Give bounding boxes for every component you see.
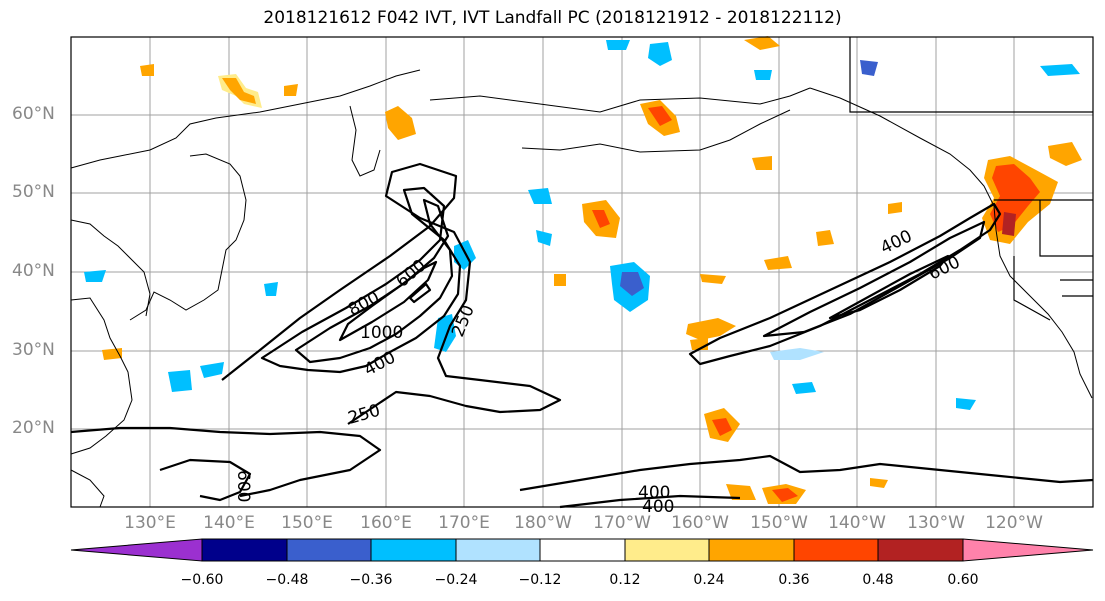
contour-label: 1000	[360, 323, 403, 343]
contour-label: 400	[361, 348, 399, 381]
colorbar-swatch	[793, 538, 879, 562]
colorbar-tick-label: −0.12	[518, 572, 562, 588]
longitude-label: 170°E	[438, 513, 490, 533]
contour-label: 600	[233, 470, 253, 502]
longitude-label: 140°W	[828, 513, 886, 533]
latitude-label: 30°N	[12, 340, 55, 360]
colorbar-swatch	[455, 538, 541, 562]
longitude-label: 120°W	[985, 513, 1043, 533]
contour-label: 400	[638, 483, 670, 503]
longitude-label: 150°W	[750, 513, 808, 533]
positive-anomaly-patches	[102, 36, 1082, 504]
colorbar-swatch	[70, 538, 203, 562]
colorbar-swatch	[877, 538, 964, 562]
map-frame	[70, 36, 1094, 508]
longitude-label: 140°E	[203, 513, 255, 533]
longitude-label: 150°E	[281, 513, 333, 533]
colorbar-swatch	[201, 538, 288, 562]
colorbar-swatch	[962, 538, 1094, 562]
longitude-label: 160°E	[360, 513, 412, 533]
contour-label: 400	[877, 226, 915, 258]
colorbar-tick-label: −0.24	[434, 572, 478, 588]
contour-label: 800	[345, 288, 383, 321]
ivt-contours	[70, 162, 1094, 509]
coastlines	[70, 69, 1093, 508]
colorbar-swatch	[370, 538, 457, 562]
colorbar-swatch	[708, 538, 795, 562]
contour-label: 250	[448, 302, 479, 340]
colorbar-tick-label: 0.48	[862, 572, 894, 588]
latitude-label: 40°N	[12, 261, 55, 281]
longitude-label: 160°W	[671, 513, 729, 533]
longitude-label: 180°W	[514, 513, 572, 533]
colorbar-swatch	[286, 538, 372, 562]
political-boundaries	[849, 37, 1093, 321]
contour-label: 250	[346, 401, 383, 429]
longitude-label: 130°E	[124, 513, 176, 533]
colorbar-tick-label: −0.36	[349, 572, 393, 588]
longitude-label: 170°W	[593, 513, 651, 533]
latitude-label: 50°N	[12, 182, 55, 202]
colorbar-tick-label: −0.60	[180, 572, 224, 588]
colorbar-tick-label: 0.60	[947, 572, 979, 588]
latitude-label: 60°N	[12, 104, 55, 124]
colorbar-tick-label: 0.36	[778, 572, 810, 588]
contour-label: 600	[925, 252, 963, 284]
contour-labels: 800 600 1000 400 250 250 400 600 400 400…	[233, 226, 963, 517]
map-title: 2018121612 F042 IVT, IVT Landfall PC (20…	[263, 8, 842, 28]
colorbar	[70, 538, 1094, 562]
colorbar-swatch	[539, 538, 626, 562]
longitude-label: 130°W	[907, 513, 965, 533]
colorbar-tick-label: −0.48	[265, 572, 309, 588]
colorbar-tick-label: 0.12	[609, 572, 641, 588]
colorbar-swatch	[624, 538, 710, 562]
colorbar-tick-label: 0.24	[693, 572, 725, 588]
latitude-label: 20°N	[12, 418, 55, 438]
negative-anomaly-patches	[84, 40, 1080, 410]
